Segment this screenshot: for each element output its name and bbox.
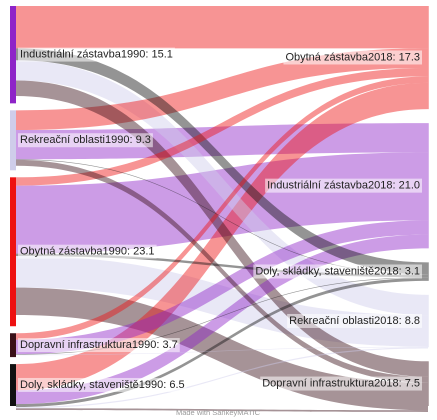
flow-rek1990-to-oby2018 [16,48,428,131]
flow-dol1990-to-ind2018 [16,234,428,405]
left-label-ind: Industriální zástavba1990: 15.1 [20,49,173,61]
flow-rek1990-to-ind2018 [16,123,428,160]
left-label-dol-backdrop [18,377,187,392]
right-label-ind: Industriální zástavba2018: 21.0 [267,180,420,192]
right-label-ind-backdrop [265,178,422,193]
flow-ind1990-to-dop2018 [16,80,428,377]
left-label-dol: Doly, skládky, staveniště1990: 6.5 [20,379,185,391]
nodes-layer [10,6,429,406]
node-bar-rek-1990 [10,110,16,171]
flow-dol1990-to-rek2018 [16,347,428,409]
right-label-rek: Rekreační oblasti2018: 8.8 [289,315,420,327]
right-label-oby: Obytná zástavba2018: 17.3 [285,51,420,63]
flow-rek1990-to-dol2018 [16,159,428,275]
left-label-dop-backdrop [18,338,180,353]
credit-text: Made with SankeyMATIC [176,408,261,417]
flow-oby1990-to-oby2018 [16,68,428,186]
right-label-dop-backdrop [260,376,422,391]
node-bar-dop-2018 [428,361,429,406]
right-label-oby-group: Obytná zástavba2018: 17.3 [283,50,422,65]
node-bar-rek-2018 [428,294,429,348]
flow-dop1990-to-ind2018 [16,220,428,355]
right-label-dop-group: Dopravní infrastruktura2018: 7.5 [260,376,422,391]
flow-rek1990-to-dop2018 [16,159,428,383]
left-label-ind-group: Industriální zástavba1990: 15.1 [18,47,175,62]
flow-dop1990-to-rek2018 [16,346,428,356]
node-bar-ind-1990 [10,6,16,104]
flow-dol1990-to-dol2018 [16,277,428,408]
left-label-dol-group: Doly, skládky, staveniště1990: 6.5 [18,377,187,392]
node-bar-oby-1990 [10,177,16,327]
right-label-dol-group: Doly, skládky, staveniště2018: 3.1 [253,264,422,279]
left-label-dop-group: Dopravní infrastruktura1990: 3.7 [18,338,180,353]
right-label-dop: Dopravní infrastruktura2018: 7.5 [262,378,420,390]
flow-dol1990-to-dop2018 [16,408,428,412]
node-bar-dol-1990 [10,364,16,406]
flow-oby1990-to-dol2018 [16,253,428,278]
node-bar-dop-1990 [10,333,16,358]
flow-dol1990-to-oby2018 [16,82,428,391]
left-label-rek: Rekreační oblasti1990: 9.3 [20,134,151,146]
flow-dop1990-to-oby2018 [16,76,428,340]
node-bar-ind-2018 [428,123,429,249]
node-bar-oby-2018 [428,6,429,110]
right-label-rek-backdrop [287,313,422,328]
left-label-dop: Dopravní infrastruktura1990: 3.7 [20,339,178,351]
right-label-dol-backdrop [253,264,422,279]
right-label-oby-backdrop [283,50,422,65]
flow-ind1990-to-dol2018 [16,48,428,275]
labels-layer: Industriální zástavba1990: 15.1 Rekreační… [18,47,422,392]
right-label-dol: Doly, skládky, staveniště2018: 3.1 [255,265,420,277]
left-label-oby-group: Obytná zástavba1990: 23.1 [18,244,157,259]
left-label-oby: Obytná zástavba1990: 23.1 [20,246,155,258]
right-label-ind-group: Industriální zástavba2018: 21.0 [265,178,422,193]
right-label-rek-group: Rekreační oblasti2018: 8.8 [287,313,422,328]
left-label-ind-backdrop [18,47,175,62]
flow-dop1990-to-dol2018 [16,277,428,355]
left-label-oby-backdrop [18,244,157,259]
node-bar-dol-2018 [428,262,429,281]
left-label-rek-backdrop [18,133,153,148]
flow-oby1990-to-ind2018 [16,152,428,254]
flow-ind1990-to-rek2018 [16,60,428,316]
left-label-rek-group: Rekreační oblasti1990: 9.3 [18,133,153,148]
flow-ind1990-to-oby2018 [16,6,428,49]
